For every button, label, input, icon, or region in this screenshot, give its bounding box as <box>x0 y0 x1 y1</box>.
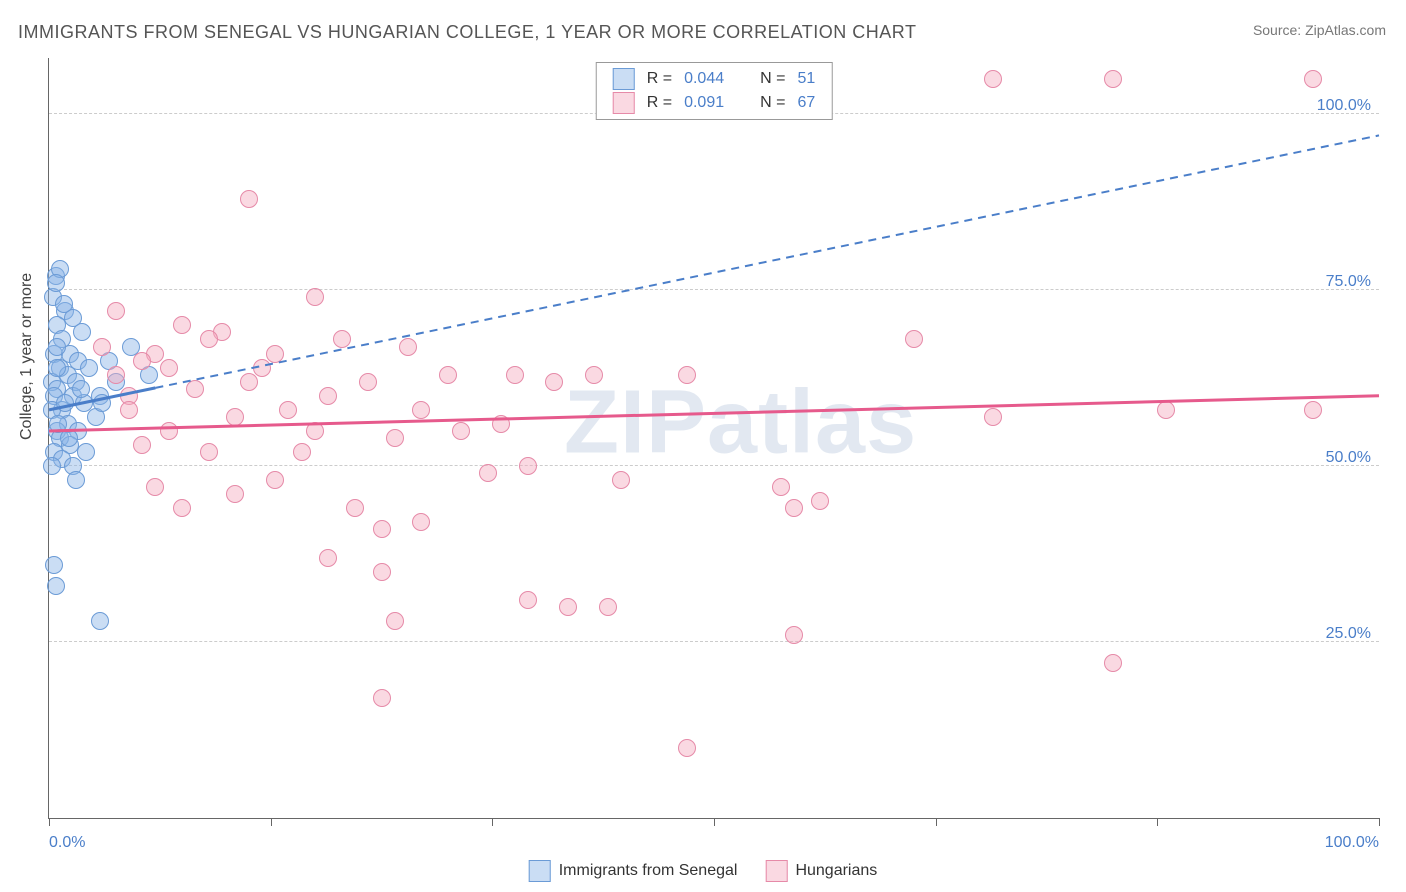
legend-r-label: R = <box>641 67 678 91</box>
legend-r-value-pink: 0.091 <box>678 91 730 115</box>
x-tick-label: 100.0% <box>1325 834 1379 852</box>
legend-r-label: R = <box>641 91 678 115</box>
legend-n-value-pink: 67 <box>791 91 821 115</box>
trendlines <box>49 58 1379 818</box>
legend-n-label: N = <box>754 91 791 115</box>
chart-title: IMMIGRANTS FROM SENEGAL VS HUNGARIAN COL… <box>18 22 916 43</box>
source-label: Source: ZipAtlas.com <box>1253 22 1386 38</box>
x-tick <box>49 818 50 826</box>
legend-label: Hungarians <box>795 862 877 880</box>
series-legend: Immigrants from Senegal Hungarians <box>529 860 878 882</box>
legend-item: Immigrants from Senegal <box>529 860 738 882</box>
legend-label: Immigrants from Senegal <box>559 862 738 880</box>
legend-swatch-blue <box>613 68 635 90</box>
x-tick <box>271 818 272 826</box>
legend-swatch <box>765 860 787 882</box>
legend-r-value-blue: 0.044 <box>678 67 730 91</box>
scatter-plot-area: ZIPatlas R = 0.044 N = 51 R = 0.091 N = … <box>48 58 1379 819</box>
legend-n-value-blue: 51 <box>791 67 821 91</box>
x-tick <box>1379 818 1380 826</box>
correlation-legend: R = 0.044 N = 51 R = 0.091 N = 67 <box>596 62 833 120</box>
legend-item: Hungarians <box>765 860 877 882</box>
x-tick <box>714 818 715 826</box>
legend-n-label: N = <box>754 67 791 91</box>
y-axis-label: College, 1 year or more <box>18 273 36 440</box>
legend-row: R = 0.044 N = 51 <box>607 67 822 91</box>
x-tick <box>492 818 493 826</box>
legend-row: R = 0.091 N = 67 <box>607 91 822 115</box>
x-tick <box>1157 818 1158 826</box>
legend-swatch-pink <box>613 92 635 114</box>
x-tick <box>936 818 937 826</box>
x-tick-label: 0.0% <box>49 834 85 852</box>
legend-swatch <box>529 860 551 882</box>
